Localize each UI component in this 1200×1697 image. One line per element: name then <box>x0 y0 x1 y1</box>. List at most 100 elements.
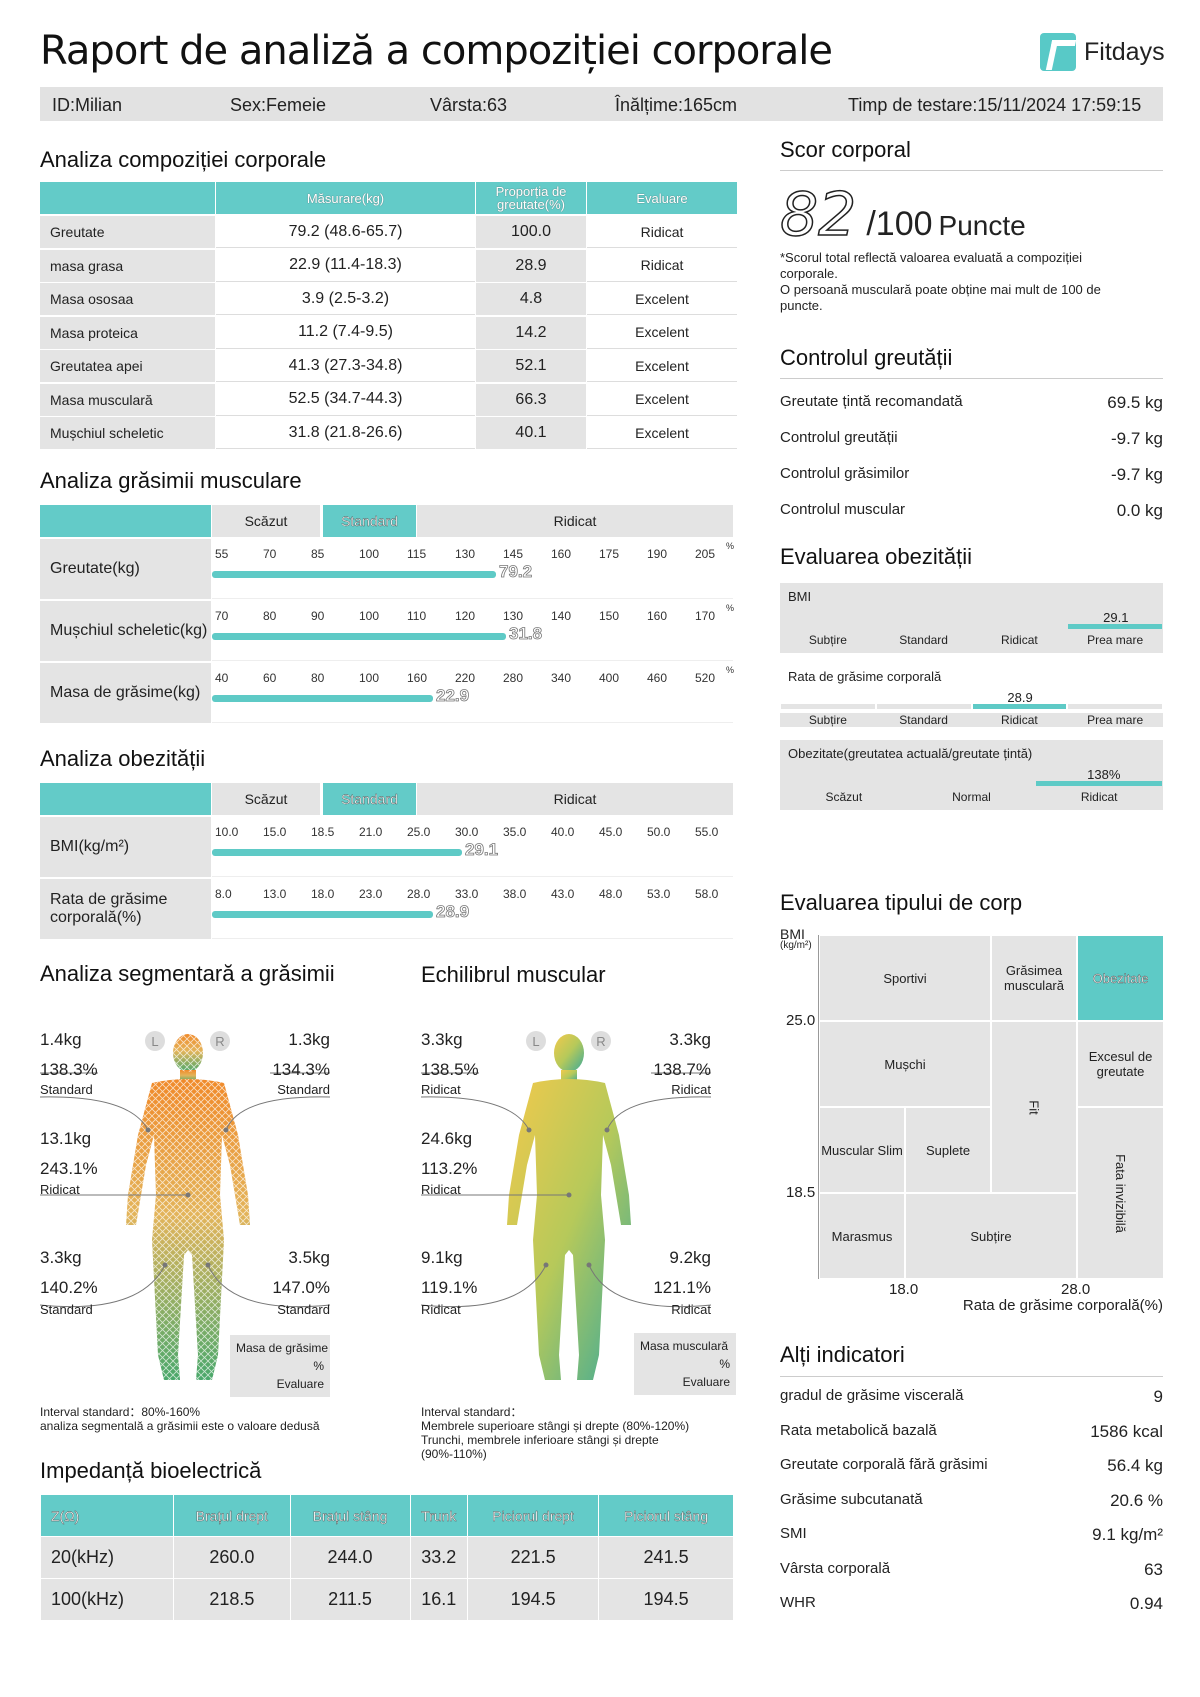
muscle_fat-bar-value: 22.9 <box>436 686 470 706</box>
other-key: gradul de grăsime viscerală <box>780 1387 964 1404</box>
balance-rl-ev: Ridicat <box>671 1302 711 1317</box>
bt-sportivi: Sportivi <box>819 935 991 1021</box>
balance-tr-kg: 24.6kg <box>421 1129 473 1148</box>
obesity-tick: 43.0 <box>551 887 575 901</box>
muscle_fat-bar-value: 31.8 <box>509 624 543 644</box>
muscle_fat-tick: 160 <box>551 547 572 561</box>
bt-ylabel-2: (kg/m²) <box>780 940 812 951</box>
obesity-tick: 18.0 <box>311 887 335 901</box>
impedance-title: Impedanță bioelectrică <box>40 1458 262 1483</box>
obesity-row-label: BMI(kg/m²) <box>40 817 211 877</box>
obes-bfr-cat: Ridicat <box>971 713 1068 727</box>
muscle_fat-tick: 110 <box>407 609 427 623</box>
obes-bmi-seg <box>972 624 1067 629</box>
wc-row: Greutate țintă recomandată 69.5 kg <box>780 393 1163 413</box>
obesity-tick: 35.0 <box>503 825 527 839</box>
wc-key: Controlul greutății <box>780 429 898 446</box>
obesity-row-line <box>212 938 733 939</box>
imp-header-row: Z(Ω) Brațul drept Brațul stâng Trunk Picioru… <box>39 1494 734 1537</box>
obes-ob-seg <box>908 781 1035 786</box>
obes-bfr-cat: Prea mare <box>1067 713 1163 727</box>
obes-ob-cat: Normal <box>907 790 1036 804</box>
bt-subtire: Subțire <box>905 1193 1077 1279</box>
obes-bfr-cat: Subțire <box>780 713 876 727</box>
obes-bfr-cat: Standard <box>875 713 972 727</box>
comp-row-ratio: 40.1 <box>476 417 586 449</box>
comp-row-label: Greutate <box>40 216 215 248</box>
wc-key: Controlul muscular <box>780 501 906 518</box>
muscle_fat-tick: 160 <box>407 671 428 685</box>
wc-divider <box>780 378 1163 379</box>
balance-figure: L R <box>421 1031 712 1380</box>
obes-ob-value: 138% <box>1087 767 1121 782</box>
muscle_fat-tick: 55 <box>215 547 229 561</box>
other-key: Grăsime subcutanată <box>780 1490 923 1508</box>
other-value: 0.94 <box>1129 1594 1163 1613</box>
obes-ob-cat: Scăzut <box>780 790 908 804</box>
comp-row-measure: 22.9 (11.4-18.3) <box>216 250 475 282</box>
obes-bmi-seg <box>1068 624 1162 629</box>
info-height: Înălțime:165cm <box>615 95 738 115</box>
obes-ob-label: Obezitate(greutatea actuală/greutate țin… <box>788 746 1033 761</box>
wc-value: 69.5 kg <box>1107 393 1163 412</box>
comp-row-measure: 41.3 (27.3-34.8) <box>216 350 475 382</box>
muscle_fat-tick: 100 <box>359 547 380 561</box>
balance-tr-ev: Ridicat <box>421 1182 461 1197</box>
muscle_fat-tick: 70 <box>263 547 277 561</box>
muscle_fat-tick: 80 <box>263 609 277 623</box>
score-notes: *Scorul total reflectă valoarea evaluată… <box>780 250 1140 314</box>
imp-cell: 33.2 <box>409 1536 469 1579</box>
other-row: Rata metabolică bazală 1586 kcal <box>780 1422 1163 1442</box>
obes-bmi-box: BMI 29.1 Subțire Standard Ridicat Prea mare <box>780 583 1163 653</box>
obes-ob-cat: Ridicat <box>1035 790 1163 804</box>
obesity-tick: 25.0 <box>407 825 431 839</box>
bt-marasmus: Marasmus <box>819 1193 905 1279</box>
comp-row-measure: 3.9 (2.5-3.2) <box>216 283 475 315</box>
comp-header-2: Evaluare <box>587 182 737 214</box>
wc-row: Controlul muscular 0.0 kg <box>780 501 1163 521</box>
wc-row: Controlul grăsimilor -9.7 kg <box>780 465 1163 485</box>
muscle-fat-chart: Scăzut Standard Ridicat Greutate(kg) 55 70 85 1… <box>40 505 735 725</box>
muscle_fat-pct-sign: % <box>726 665 735 675</box>
comp-row-label: Masa ososaa <box>40 283 215 315</box>
bt-excesul: Excesul de greutate <box>1077 1021 1164 1107</box>
comp-row-ratio: 100.0 <box>476 216 586 248</box>
comp-row-measure: 79.2 (48.6-65.7) <box>216 216 475 248</box>
muscle_fat-level-1: Standard <box>323 505 416 537</box>
fitdays-logo-icon <box>1040 33 1076 71</box>
obesity-tick: 15.0 <box>263 825 287 839</box>
other-row: Greutate corporală fără grăsimi 56.4 kg <box>780 1456 1163 1476</box>
info-sex: Sex:Femeie <box>230 95 327 115</box>
balance-ll-ev: Ridicat <box>421 1302 461 1317</box>
balance-la-kg: 3.3kg <box>421 1030 463 1049</box>
comp-row-label: Greutatea apei <box>40 350 215 382</box>
imp-cell: 100(kHz) <box>39 1578 175 1621</box>
imp-header-cell: Z(Ω) <box>39 1494 175 1537</box>
balance-legend-b: % <box>719 1357 730 1371</box>
muscle_fat-tick: 130 <box>503 609 524 623</box>
wc-value: 0.0 kg <box>1116 501 1163 520</box>
segfat-rl-kg: 3.5kg <box>288 1248 330 1267</box>
obes-bfr-label: Rata de grăsime corporală <box>788 669 942 684</box>
muscle_fat-tick: 190 <box>647 547 668 561</box>
muscle_fat-bar <box>212 633 506 640</box>
balance-ll-pct: 119.1% <box>421 1278 478 1297</box>
comp-row-label: Masa musculară <box>40 383 215 416</box>
bt-fata-invizibila: Fata invizibilă <box>1077 1107 1164 1279</box>
balance-legend: Masa musculară % Evaluare <box>634 1333 736 1395</box>
muscle_fat-tick: 220 <box>455 671 476 685</box>
obes-bfr-seg <box>1068 704 1162 709</box>
wc-key: Greutate țintă recomandată <box>780 393 963 410</box>
obesity-bar <box>212 849 462 856</box>
imp-row: 100(kHz) 218.5 211.5 16.1 194.5 194.5 <box>39 1578 734 1621</box>
obesity-tick: 18.5 <box>311 825 335 839</box>
imp-cell: 194.5 <box>598 1578 734 1621</box>
imp-cell: 20(kHz) <box>39 1536 175 1579</box>
other-key: Rata metabolică bazală <box>780 1421 937 1439</box>
segfat-ra-pct: 134.3% <box>272 1060 330 1079</box>
obes-bfr-box: Rata de grăsime corporală 28.9 Subțire Stan… <box>780 663 1163 733</box>
bt-ylabel-1: BMI <box>780 926 805 942</box>
obes-bfr-value: 28.9 <box>1007 690 1033 705</box>
segfat-ra-kg: 1.3kg <box>288 1030 330 1049</box>
segfat-title: Analiza segmentară a grăsimii <box>40 961 335 986</box>
